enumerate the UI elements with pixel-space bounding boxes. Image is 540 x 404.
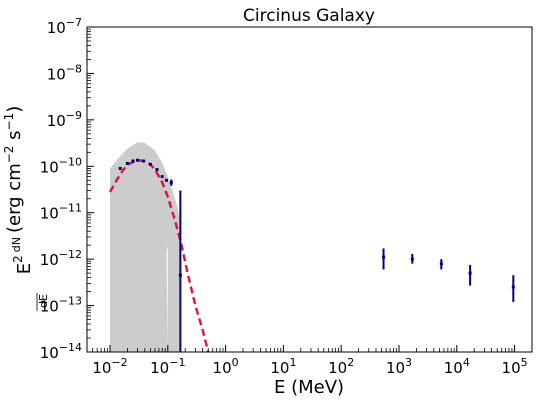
x-axis-title: E (MeV)	[274, 377, 344, 398]
x-tick-label: 100	[213, 356, 239, 377]
data-point	[131, 159, 135, 163]
data-marker	[131, 159, 135, 163]
x-tick-label: 10−1	[150, 356, 185, 377]
y-tick-label: 10−12	[40, 248, 82, 269]
data-point	[118, 166, 122, 170]
x-tick-label: 105	[502, 356, 528, 377]
data-point	[155, 168, 159, 172]
svg-text:E2dN(erg cm−2 s−1): E2 dN (erg cm−2 s−1)	[2, 106, 35, 275]
data-point	[382, 248, 386, 270]
uncertainty-band	[110, 142, 182, 352]
data-marker	[155, 168, 159, 172]
x-tick-label: 103	[386, 356, 412, 377]
y-label-exp-m1: −1	[2, 113, 16, 131]
axes	[86, 26, 533, 353]
y-label-units-mid: s	[4, 130, 25, 145]
x-tick-label: 101	[270, 356, 296, 377]
data-point	[160, 175, 164, 179]
data-point	[439, 259, 443, 270]
x-tick-label: 104	[444, 356, 470, 377]
y-label-frac-den: dE	[37, 294, 50, 308]
data-point	[511, 275, 515, 302]
data-marker	[410, 257, 414, 261]
plot-content	[108, 142, 515, 352]
data-marker	[382, 255, 386, 259]
y-label-prefix: E	[14, 263, 35, 274]
data-point	[169, 179, 173, 186]
y-tick-label: 10−11	[40, 202, 82, 223]
data-marker	[160, 175, 164, 179]
model-curve	[108, 158, 210, 352]
data-point	[468, 264, 472, 286]
x-tick-label: 10−2	[92, 356, 127, 377]
data-marker	[118, 166, 122, 170]
y-label-exp2: 2	[11, 255, 25, 263]
y-label-exp-m2: −2	[2, 146, 16, 164]
y-tick-label: 10−14	[40, 341, 82, 362]
data-point	[125, 161, 129, 165]
y-label-frac-num: dN	[10, 237, 23, 252]
data-marker	[148, 162, 152, 166]
plot-frame	[86, 26, 533, 353]
data-marker	[169, 180, 173, 184]
data-marker	[511, 285, 515, 289]
x-tick-label: 102	[328, 356, 354, 377]
y-label-units-open: (erg cm	[4, 163, 25, 233]
y-axis-title: E2 dN (erg cm−2 s−1) dE	[2, 106, 50, 311]
data-point	[410, 253, 414, 264]
data-point	[165, 178, 169, 182]
y-tick-label: 10−9	[47, 109, 82, 130]
y-tick-label: 10−8	[47, 62, 82, 83]
data-marker	[178, 273, 182, 277]
y-tick-label: 10−13	[40, 295, 82, 316]
data-marker	[142, 159, 146, 163]
y-tick-label: 10−10	[40, 155, 82, 176]
data-marker	[125, 161, 129, 165]
y-tick-label: 10−7	[47, 16, 82, 37]
y-label-units-close: )	[4, 106, 25, 113]
data-point	[148, 162, 152, 166]
plot-clipped-group	[108, 142, 515, 352]
tick-labels: 10−2 10−1 100 101 102 103 104 105 10−14 10−13 10−1…	[40, 16, 528, 377]
data-marker	[136, 158, 140, 162]
data-point	[136, 158, 140, 162]
data-marker	[439, 262, 443, 266]
data-marker	[468, 271, 472, 275]
data-point	[178, 190, 182, 352]
data-marker	[165, 178, 169, 182]
data-point	[142, 159, 146, 163]
chart-title: Circinus Galaxy	[243, 6, 375, 26]
